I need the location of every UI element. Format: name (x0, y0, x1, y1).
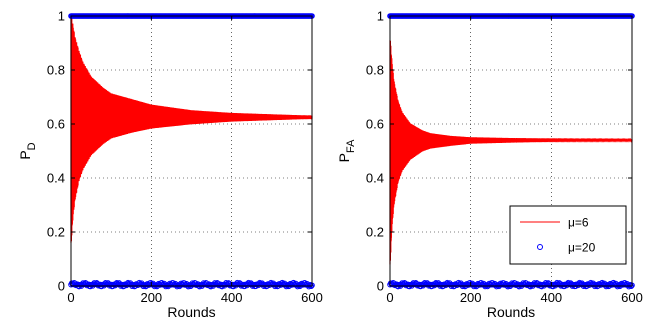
y-tick-label: 0.6 (366, 117, 384, 132)
x-tick-label: 200 (460, 290, 482, 305)
y-tick-label: 0.2 (47, 225, 65, 240)
y-tick-label: 0.4 (47, 171, 65, 186)
series-mu20-markers-bottom (387, 279, 635, 290)
y-tick-label: 1 (377, 9, 384, 24)
series-mu6-band (70, 14, 313, 243)
y-tick-label: 0.2 (366, 225, 384, 240)
axes-box (389, 15, 633, 287)
y-axis-label: PFA (336, 139, 357, 162)
x-tick-label: 600 (301, 290, 323, 305)
y-axis-label: PD (17, 142, 38, 159)
series-mu20-markers-bottom (68, 279, 315, 290)
y-tick-label: 0 (377, 279, 384, 294)
x-tick-label: 200 (140, 290, 162, 305)
x-tick-label: 0 (67, 290, 74, 305)
y-tick-label: 0.4 (366, 171, 384, 186)
y-axis-label-subscript: D (26, 142, 38, 150)
marker-point (520, 280, 526, 286)
y-tick-label: 1 (58, 9, 65, 24)
panel-2: 0 200 400 600 0 0.2 0.4 0.6 0.8 1 Rounds PFA μ=6 μ=20 (336, 9, 643, 321)
x-tick-label: 600 (621, 290, 643, 305)
legend-entry-label: μ=6 (568, 216, 589, 230)
legend-swatch-marker (537, 244, 543, 250)
legend: μ=6 μ=20 (509, 205, 627, 265)
y-tick-label: 0 (58, 279, 65, 294)
x-axis-label: Rounds (487, 304, 535, 320)
legend-entry-label: μ=20 (568, 241, 596, 255)
panel-1: 0 200 400 600 0 0.2 0.4 0.6 0.8 1 Rounds PD (17, 9, 323, 321)
y-tick-label: 0.8 (47, 63, 65, 78)
legend-box (509, 205, 627, 265)
x-tick-label: 400 (221, 290, 243, 305)
x-axis-label: Rounds (167, 304, 215, 320)
axes-box (70, 15, 313, 287)
x-tick-label: 400 (540, 290, 562, 305)
x-tick-label: 0 (386, 290, 393, 305)
marker-point (200, 280, 207, 286)
y-axis-label-subscript: FA (345, 139, 357, 153)
y-tick-label: 0.6 (47, 117, 65, 132)
y-tick-label: 0.8 (366, 63, 384, 78)
